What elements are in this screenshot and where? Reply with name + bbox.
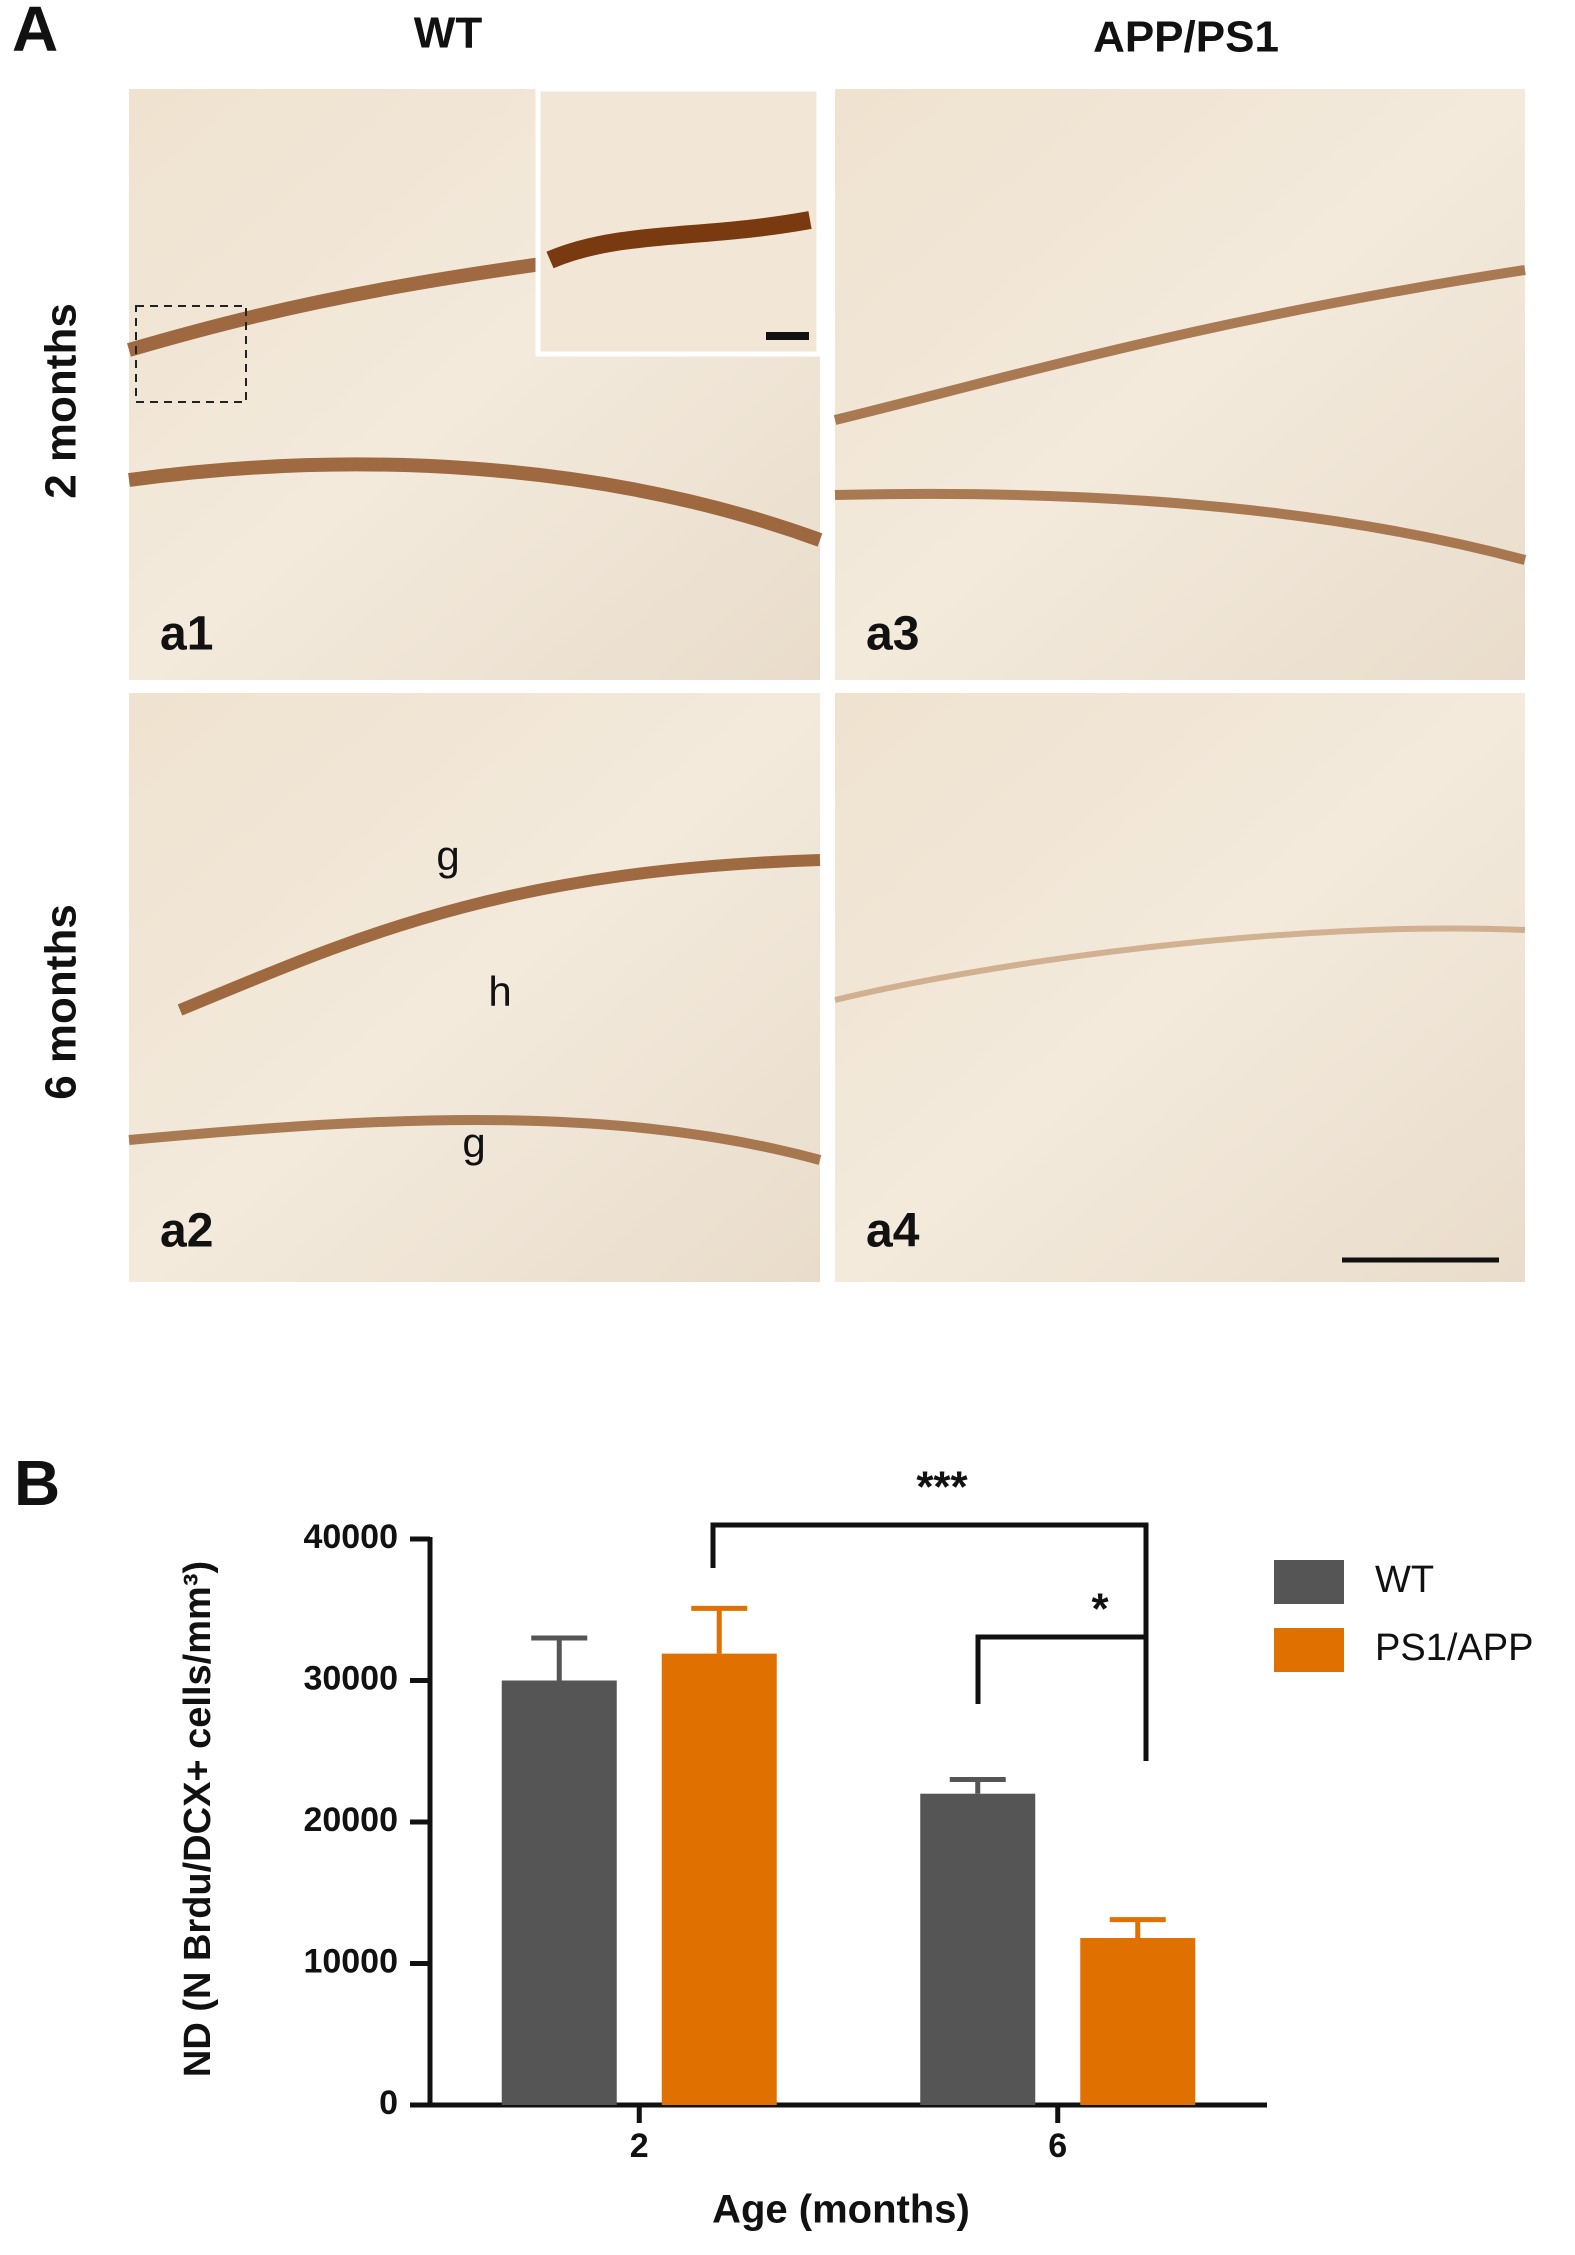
image-label: a2	[160, 1205, 213, 1258]
micrograph	[127, 86, 823, 680]
bar	[661, 1653, 777, 2105]
row-label: 2 months	[37, 303, 86, 499]
y-tick-label: 30000	[303, 1659, 398, 1697]
x-tick-label: 2	[630, 2127, 649, 2165]
y-tick-label: 0	[379, 2084, 398, 2122]
column-label: APP/PS1	[1093, 13, 1279, 62]
y-tick-label: 40000	[303, 1518, 398, 1556]
micrograph	[833, 89, 1527, 680]
x-axis-label: Age (months)	[712, 2188, 970, 2232]
legend-label: PS1/APP	[1375, 1627, 1533, 1669]
image-label: a3	[866, 608, 919, 661]
micrograph	[128, 693, 822, 1282]
significance-label: *	[1091, 1585, 1109, 1634]
panel-label: B	[14, 1447, 60, 1519]
legend-swatch	[1274, 1560, 1344, 1604]
row-label: 6 months	[37, 904, 86, 1100]
image-label: a1	[160, 608, 213, 661]
bar	[1080, 1938, 1196, 2105]
legend-swatch	[1274, 1628, 1344, 1672]
legend-label: WT	[1375, 1559, 1434, 1601]
column-label: WT	[414, 9, 483, 58]
region-label: g	[436, 832, 459, 879]
significance-label: ***	[916, 1463, 968, 1512]
bar	[501, 1680, 617, 2105]
panel-label: A	[12, 0, 58, 65]
region-label: h	[488, 968, 511, 1015]
y-tick-label: 10000	[303, 1942, 398, 1980]
x-tick-label: 6	[1048, 2127, 1067, 2165]
image-label: a4	[866, 1205, 920, 1258]
y-axis-label: ND (N Brdu/DCX+ cells/mm³)	[177, 1561, 219, 2077]
bar	[920, 1793, 1036, 2105]
micrograph	[834, 693, 1526, 1282]
significance	[710, 1522, 1149, 1761]
region-label: g	[462, 1119, 485, 1166]
y-tick-label: 20000	[303, 1801, 398, 1839]
